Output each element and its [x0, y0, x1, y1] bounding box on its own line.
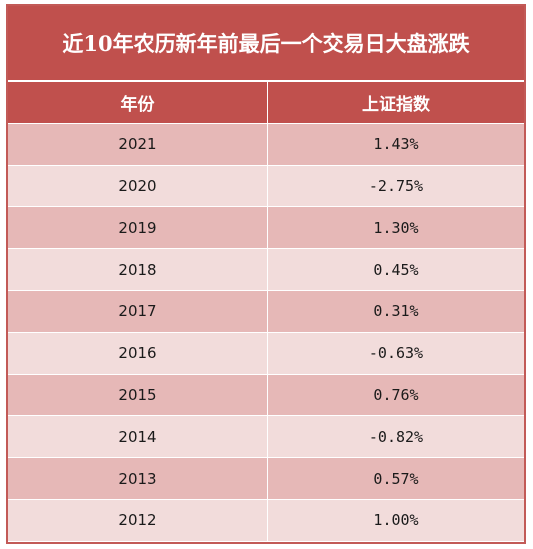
- change-cell: 1.43%: [373, 135, 419, 154]
- table-row: 2017 0.31%: [8, 290, 524, 333]
- year-cell: 2014: [8, 416, 268, 458]
- year-cell: 2016: [8, 332, 268, 374]
- table-row: 2016 -0.63%: [8, 332, 524, 375]
- table-row: 2018 0.45%: [8, 249, 524, 291]
- data-table: 近10年农历新年前最后一个交易日大盘涨跌 年份 上证指数 2021 1.43% …: [6, 4, 526, 544]
- year-cell: 2019: [8, 207, 268, 249]
- table-row: 2015 0.76%: [8, 374, 524, 417]
- year-cell: 2017: [8, 290, 268, 332]
- year-cell: 2020: [8, 165, 268, 207]
- table-row: 2019 1.30%: [8, 207, 524, 250]
- header-year: 年份: [8, 82, 268, 123]
- change-cell: 1.30%: [373, 218, 419, 237]
- change-cell: 0.31%: [373, 302, 419, 321]
- table-title: 近10年农历新年前最后一个交易日大盘涨跌: [8, 6, 524, 82]
- year-cell: 2013: [8, 458, 268, 499]
- year-cell: 2015: [8, 374, 268, 416]
- table-row: 2020 -2.75%: [8, 165, 524, 208]
- header-index: 上证指数: [362, 94, 430, 115]
- year-cell: 2018: [8, 249, 268, 290]
- change-cell: 0.45%: [373, 260, 419, 279]
- year-cell: 2012: [8, 499, 268, 541]
- change-cell: 1.00%: [373, 511, 419, 530]
- change-cell: -0.63%: [368, 344, 424, 363]
- change-cell: 0.76%: [373, 385, 419, 404]
- table-row: 2013 0.57%: [8, 458, 524, 500]
- year-cell: 2021: [8, 123, 268, 165]
- change-cell: 0.57%: [373, 469, 419, 488]
- change-cell: -0.82%: [368, 427, 424, 446]
- table-grid: 年份 上证指数 2021 1.43% 2020 -2.75% 2019 1.30…: [8, 82, 524, 542]
- table-row: 2021 1.43%: [8, 123, 524, 166]
- table-header-row: 年份 上证指数: [8, 82, 524, 124]
- table-row: 2012 1.00%: [8, 499, 524, 542]
- table-row: 2014 -0.82%: [8, 416, 524, 459]
- change-cell: -2.75%: [368, 176, 424, 195]
